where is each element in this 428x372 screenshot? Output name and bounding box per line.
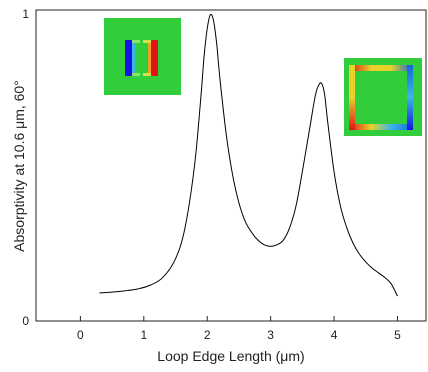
y-axis-label: Absorptivity at 10.6 μm, 60° bbox=[11, 80, 27, 252]
inset-1-left-edge-glow bbox=[132, 40, 135, 76]
x-axis-label: Loop Edge Length (μm) bbox=[157, 348, 304, 364]
inset-2-left-edge bbox=[349, 65, 355, 130]
x-tick-label: 5 bbox=[394, 328, 401, 342]
inset-1-top-right bbox=[143, 40, 151, 43]
x-tick-label: 4 bbox=[331, 328, 338, 342]
inset-1-top-left bbox=[132, 40, 140, 43]
inset-field-map-small-loop bbox=[104, 18, 181, 95]
inset-2-top-edge bbox=[349, 65, 413, 71]
x-tick-label: 2 bbox=[204, 328, 211, 342]
series-line-0 bbox=[99, 13, 398, 297]
plot-frame bbox=[35, 9, 427, 322]
axes bbox=[35, 9, 427, 322]
inset-1-bottom-right bbox=[143, 73, 151, 76]
x-tick-label: 1 bbox=[140, 328, 147, 342]
x-axis-ticks: 0 1 2 3 4 5 bbox=[77, 316, 401, 342]
inset-2-bottom-edge bbox=[349, 124, 413, 130]
inset-field-map-large-loop bbox=[344, 58, 422, 136]
x-tick-label: 0 bbox=[77, 328, 84, 342]
series-layer bbox=[99, 13, 398, 297]
inset-1-right-edge bbox=[151, 40, 158, 76]
y-tick-label: 1 bbox=[22, 7, 29, 21]
y-axis-ticks: 01 bbox=[22, 7, 41, 328]
y-tick-label: 0 bbox=[22, 314, 29, 328]
inset-2-right-edge bbox=[407, 65, 413, 130]
inset-1-left-edge bbox=[125, 40, 132, 76]
inset-1-background bbox=[104, 18, 181, 95]
inset-1-bottom-left bbox=[132, 73, 140, 76]
inset-1-right-edge-glow bbox=[148, 40, 151, 76]
x-tick-label: 3 bbox=[267, 328, 274, 342]
